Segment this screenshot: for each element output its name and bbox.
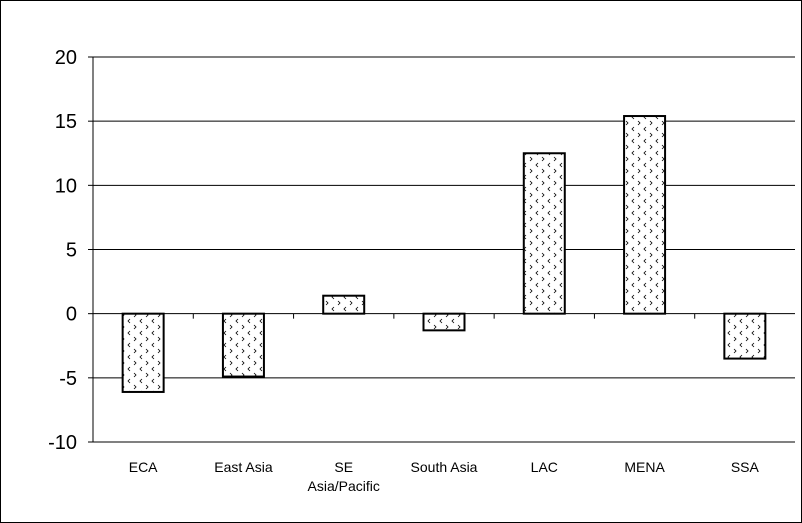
y-tick-label: 20 [55,47,77,69]
y-tick-label: 5 [66,240,77,262]
y-tick-label: 0 [66,304,77,326]
bar [422,312,466,332]
bar [221,312,265,378]
y-tick-label: -10 [48,432,77,454]
x-tick-label: SE Asia/Pacific [308,459,380,494]
y-tick-label: 10 [55,175,77,197]
bar [723,312,767,360]
x-tick-label: ECA [129,459,158,475]
gridlines [93,56,795,443]
bar [121,312,165,393]
y-axis-ticks: 20 15 10 5 0 -5 -10 [48,47,93,454]
bar [322,294,366,315]
bars [121,115,767,393]
bar [623,115,667,315]
x-tick-label: MENA [624,459,665,475]
x-tick-label: South Asia [411,459,478,475]
x-tick-label: SSA [731,459,760,475]
y-tick-label: 15 [55,111,77,133]
x-tick-label: LAC [531,459,558,475]
y-tick-label: -5 [59,368,77,390]
x-axis-ticks: ECA East Asia SE Asia/Pacific South Asia LAC M… [129,313,760,494]
x-tick-label: East Asia [214,459,273,475]
bar [522,152,566,315]
